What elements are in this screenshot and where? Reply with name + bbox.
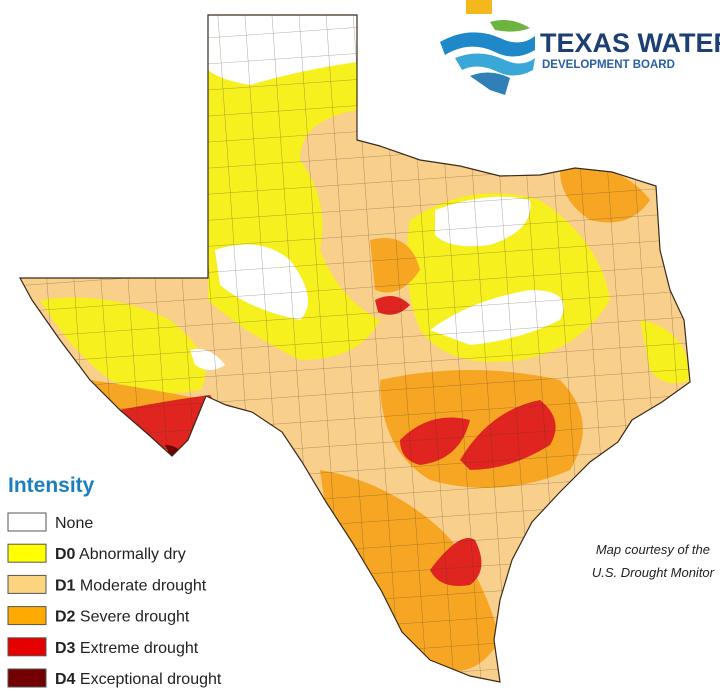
credit: U.S. Drought Monitor [592, 565, 715, 580]
legend-swatch [7, 606, 47, 626]
legend-label: None [55, 515, 93, 532]
legend-swatch [7, 543, 47, 563]
legend-swatch [7, 512, 47, 532]
logo-wave [470, 72, 510, 95]
legend-swatch [7, 637, 47, 657]
state-outline [18, 14, 691, 683]
legend-text: Moderate drought [80, 577, 207, 594]
logo-sun [466, 0, 492, 14]
legend-label: D0 Abnormally dry [55, 546, 186, 563]
legend-swatch [7, 668, 47, 688]
legend-text: Severe drought [80, 609, 190, 626]
legend-swatch [7, 574, 47, 594]
legend-text: Extreme drought [80, 640, 199, 657]
legend-code: D3 [55, 640, 76, 657]
legend-code: D1 [55, 577, 76, 594]
legend-label: D4 Exceptional drought [55, 671, 222, 688]
legend-title: Intensity [8, 474, 95, 497]
legend-label: D2 Severe drought [55, 609, 190, 626]
logo-title: TEXAS WATER [540, 28, 720, 58]
legend-label: D1 Moderate drought [55, 577, 207, 594]
legend-label: D3 Extreme drought [55, 640, 199, 657]
logo-leaf [490, 20, 530, 32]
legend-code: D4 [55, 671, 76, 688]
credit: Map courtesy of the [596, 542, 710, 557]
logo-subtitle: DEVELOPMENT BOARD [542, 59, 675, 71]
legend-code: D2 [55, 609, 76, 626]
legend-text: None [55, 515, 93, 532]
legend-text: Abnormally dry [79, 546, 186, 563]
logo-wave [455, 53, 535, 76]
legend-code: D0 [55, 546, 76, 563]
legend-text: Exceptional drought [80, 671, 222, 688]
logo: TEXAS WATER DEVELOPMENT BOARD [440, 0, 720, 95]
logo-wave [440, 32, 535, 57]
